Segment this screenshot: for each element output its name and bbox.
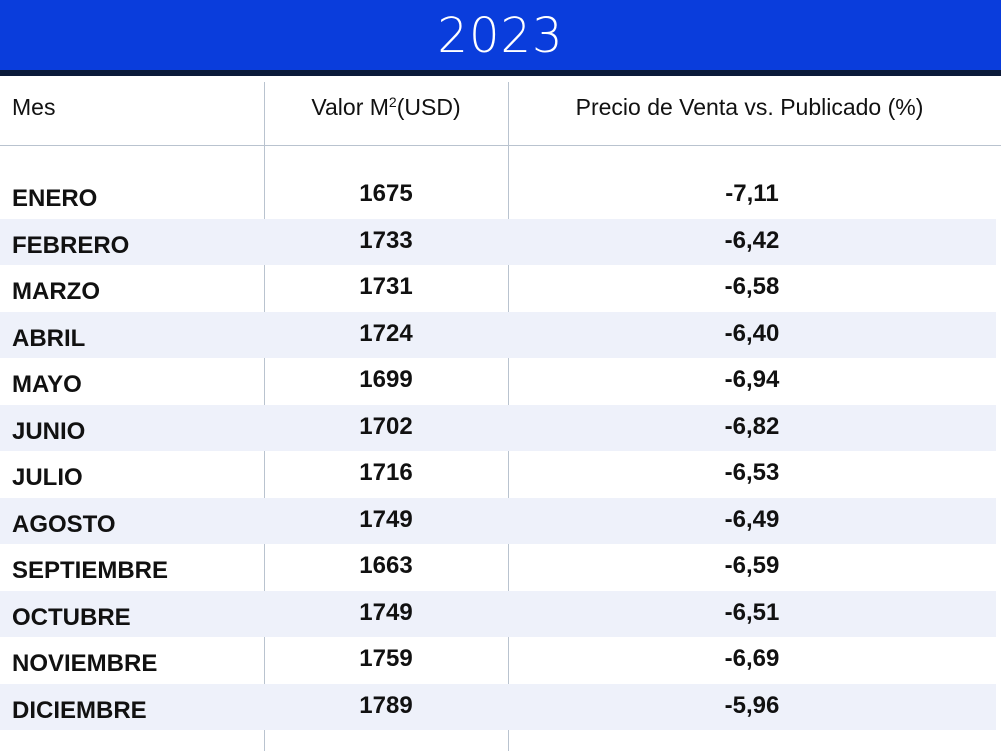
cell-valor: 1724 [359, 319, 413, 347]
table-row: OCTUBRE 1749 -6,51 [0, 590, 996, 637]
cell-mes: DICIEMBRE [12, 696, 147, 724]
cell-precio: -5,96 [724, 691, 780, 719]
cell-precio: -6,69 [724, 645, 780, 672]
cell-valor: 1663 [359, 552, 413, 579]
cell-valor: 1702 [359, 412, 413, 440]
cell-precio: -6,82 [724, 412, 780, 440]
header-mes: Mes [12, 94, 56, 120]
table-row: MARZO 1731 -6,58 [0, 265, 996, 312]
table-row: SEPTIEMBRE 1663 -6,59 [0, 544, 996, 591]
cell-precio: -6,59 [724, 552, 780, 579]
cell-valor: 1731 [359, 273, 413, 300]
table-row: JULIO 1716 -6,53 [0, 451, 996, 498]
title-divider [0, 70, 1001, 76]
table-row: JUNIO 1702 -6,82 [0, 404, 996, 451]
title-bar: 2023 [0, 0, 1001, 70]
cell-mes: JUNIO [12, 417, 86, 445]
cell-precio: -6,51 [724, 598, 780, 626]
cell-precio: -7,11 [725, 180, 779, 207]
cell-mes: ENERO [12, 185, 98, 212]
header-valor-suffix: (USD) [396, 94, 461, 120]
cell-valor: 1675 [359, 180, 413, 207]
cell-valor: 1749 [359, 598, 413, 626]
cell-mes: AGOSTO [12, 510, 116, 538]
table-row: DICIEMBRE 1789 -5,96 [0, 683, 996, 730]
cell-mes: ABRIL [12, 324, 86, 352]
cell-mes: FEBRERO [12, 231, 130, 259]
table-row: ENERO 1675 -7,11 [0, 172, 996, 219]
header-valor-prefix: Valor M [311, 94, 389, 120]
cell-precio: -6,58 [724, 273, 780, 300]
cell-valor: 1716 [359, 459, 413, 486]
cell-precio: -6,94 [724, 366, 780, 393]
cell-valor: 1699 [359, 366, 413, 393]
page-title: 2023 [437, 8, 564, 64]
cell-precio: -6,49 [724, 505, 780, 533]
table-body: ENERO 1675 -7,11 FEBRERO 1733 -6,42 MARZ… [0, 172, 996, 730]
table-row: FEBRERO 1733 -6,42 [0, 218, 996, 265]
header-precio: Precio de Venta vs. Publicado (%) [575, 94, 924, 120]
table-row: ABRIL 1724 -6,40 [0, 311, 996, 358]
cell-mes: OCTUBRE [12, 603, 131, 631]
table-row: NOVIEMBRE 1759 -6,69 [0, 637, 996, 684]
cell-mes: SEPTIEMBRE [12, 557, 169, 584]
table-row: AGOSTO 1749 -6,49 [0, 497, 996, 544]
cell-valor: 1789 [359, 691, 413, 719]
cell-mes: NOVIEMBRE [12, 650, 158, 677]
cell-valor: 1733 [359, 226, 413, 254]
cell-precio: -6,53 [724, 459, 780, 486]
header-valor: Valor M2(USD) [264, 94, 508, 121]
cell-valor: 1759 [359, 645, 413, 672]
cell-precio: -6,42 [724, 226, 780, 254]
header-divider [0, 145, 1001, 146]
cell-valor: 1749 [359, 505, 413, 533]
cell-mes: MARZO [12, 278, 100, 305]
table-header: Mes Valor M2(USD) Precio de Venta vs. Pu… [0, 82, 1001, 146]
table-row: MAYO 1699 -6,94 [0, 358, 996, 405]
header-valor-superscript: 2 [388, 94, 397, 110]
cell-precio: -6,40 [724, 319, 780, 347]
cell-mes: MAYO [12, 371, 82, 398]
cell-mes: JULIO [12, 464, 83, 491]
